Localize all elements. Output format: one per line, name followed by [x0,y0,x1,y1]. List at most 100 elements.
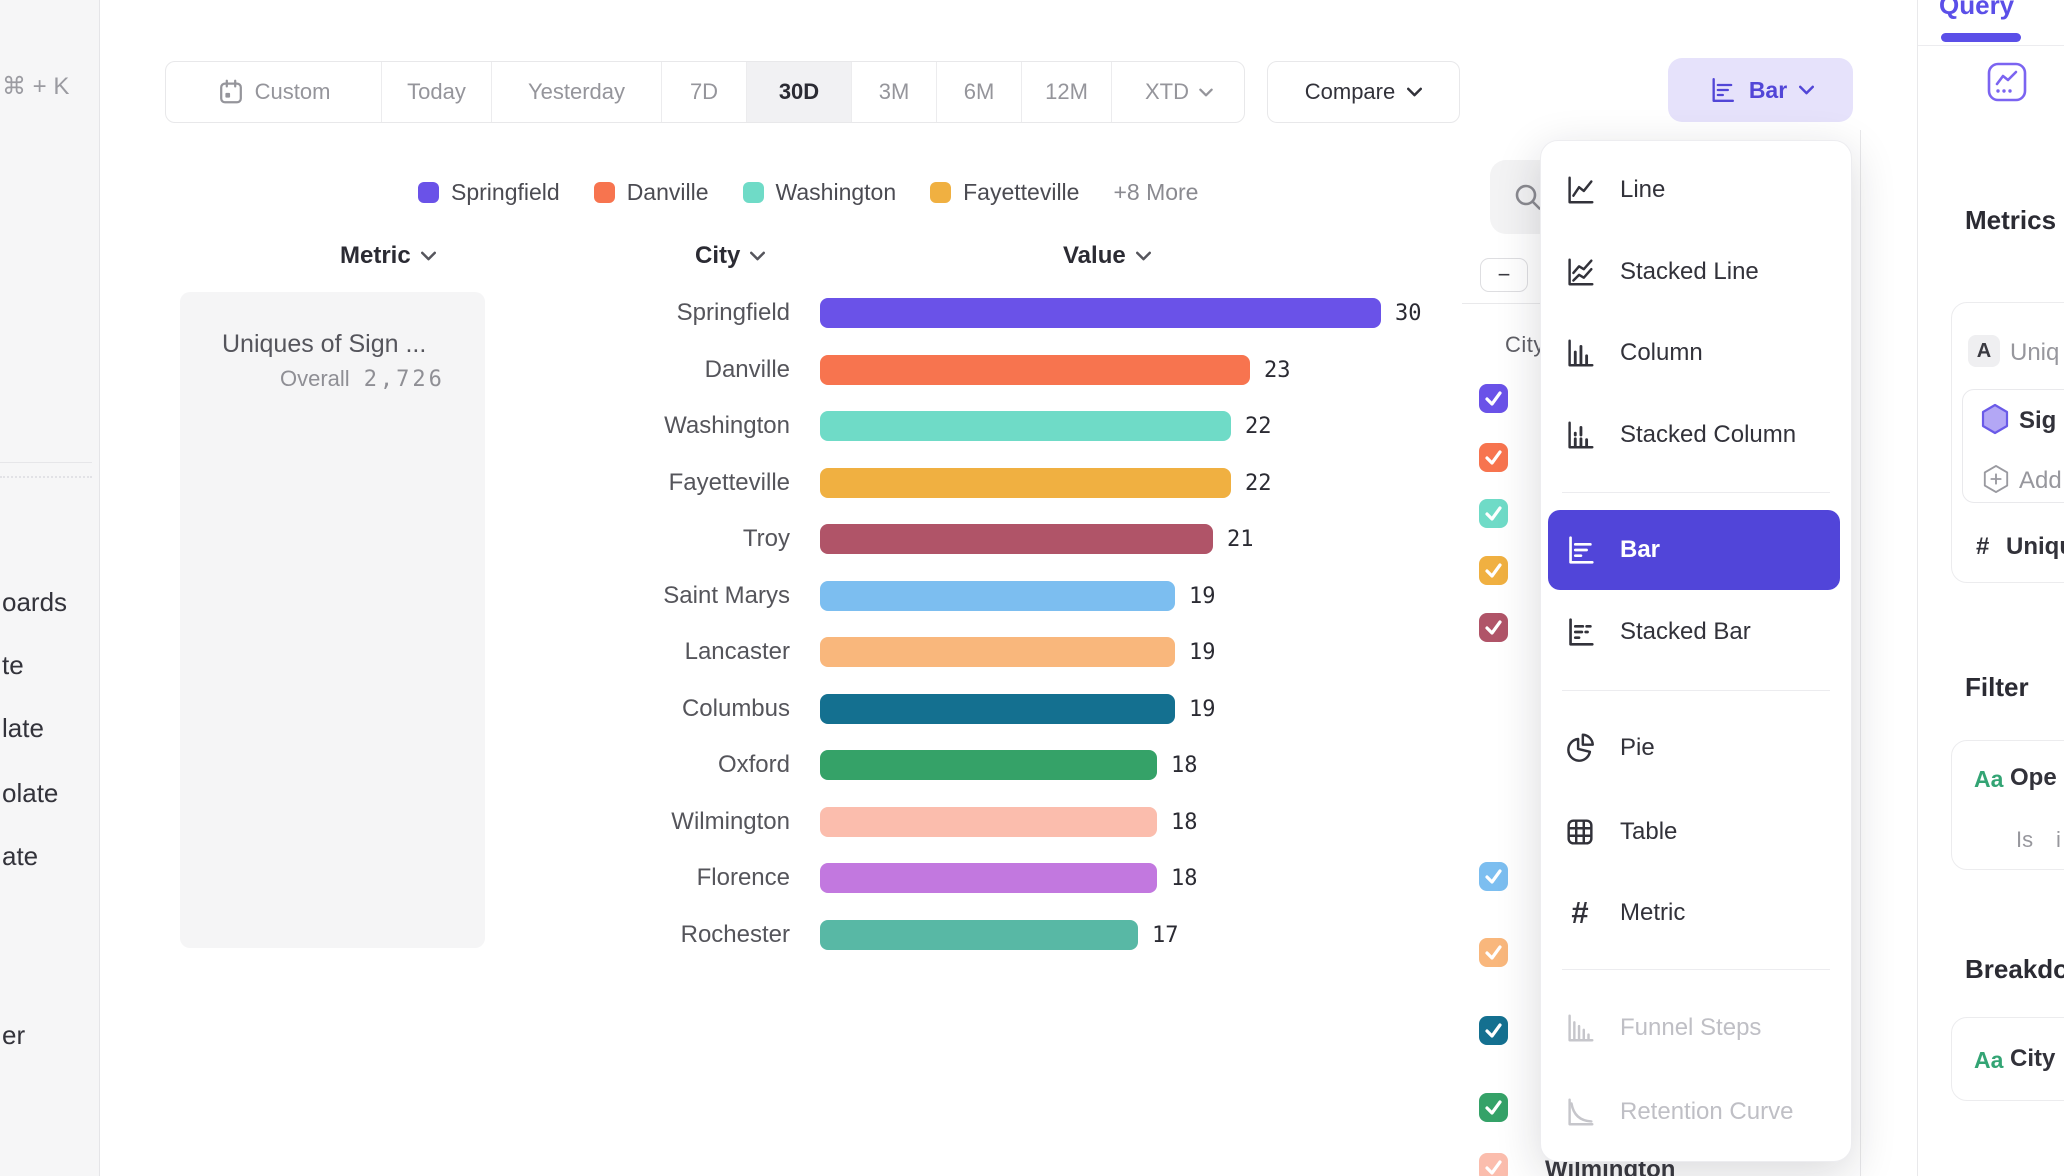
range-6m[interactable]: 6M [936,62,1021,122]
bar-row: Springfield 30 [676,298,1422,328]
chevron-down-icon [1135,251,1151,261]
aggregation-label[interactable]: Uniqu [2006,533,2064,560]
collapse-button[interactable]: − [1480,258,1528,292]
range-xtd[interactable]: XTD [1111,62,1244,122]
bar-chart-icon [1562,532,1598,568]
bar-troy[interactable] [820,524,1213,554]
city-checkbox[interactable] [1479,938,1508,967]
filter-value-label: i [2056,827,2061,852]
column-header-value[interactable]: Value [1063,242,1151,270]
query-sidebar: Query Metrics A Uniq Sig Add [1917,0,2064,1176]
menu-item-line[interactable]: Line [1548,162,1840,218]
menu-item-stacked-column[interactable]: Stacked Column [1548,407,1840,463]
menu-item-retention-curve: Retention Curve [1548,1084,1840,1140]
filter-card[interactable]: Aa Ope Is i [1951,740,2064,870]
city-checkbox[interactable] [1479,1016,1508,1045]
breakdown-card[interactable]: Aa City [1951,1017,2064,1101]
legend-item[interactable]: Danville [593,179,709,206]
line-chart-icon [1562,172,1598,208]
bar-columbus[interactable] [820,693,1175,724]
range-7d[interactable]: 7D [661,62,746,122]
bar-row: Rochester 17 [680,919,1179,950]
menu-item-column[interactable]: Column [1548,325,1840,381]
menu-item-table[interactable]: Table [1548,804,1840,860]
city-checkbox[interactable] [1479,613,1508,642]
bar-row: Saint Marys 19 [663,580,1216,611]
column-chart-icon [1562,335,1598,371]
tab-active-underline [1941,33,2021,42]
bar-washington[interactable] [820,411,1231,441]
menu-item-metric[interactable]: # Metric [1548,885,1840,941]
filter-panel-edge [1860,130,1861,1176]
legend-item[interactable]: Fayetteville [930,179,1079,206]
sidebar-item-5[interactable]: er [2,1020,26,1050]
column-header-city[interactable]: City [695,242,766,270]
city-checkbox[interactable] [1479,499,1508,528]
add-event-label[interactable]: Add [2019,467,2062,494]
legend-item[interactable]: Washington [742,179,896,206]
sidebar-item-4[interactable]: ate [2,841,39,871]
metric-card[interactable]: Uniques of Sign ... Overall 2,726 [180,292,485,948]
stacked-column-chart-icon [1562,417,1598,453]
bar-springfield[interactable] [820,298,1381,328]
add-event-hexagon-icon [1982,464,2010,494]
city-checkbox[interactable] [1479,443,1508,472]
city-checkbox[interactable] [1479,1153,1508,1176]
command-k-shortcut: ⌘ + K [2,73,70,100]
bar-row: Wilmington 18 [671,806,1198,837]
event-card[interactable]: Sig Add [1962,389,2064,503]
metrics-card[interactable]: A Uniq Sig Add # Uniqu [1951,302,2064,583]
bar-wilmington[interactable] [820,806,1157,837]
bar-rochester[interactable] [820,919,1138,950]
range-12m[interactable]: 12M [1021,62,1111,122]
menu-item-stacked-bar[interactable]: Stacked Bar [1548,604,1840,660]
range-today[interactable]: Today [381,62,491,122]
legend-more-button[interactable]: +8 More [1113,178,1199,205]
insights-chart-icon[interactable] [1987,62,2027,102]
city-checkbox[interactable] [1479,384,1508,413]
legend-swatch [593,181,615,203]
range-3m[interactable]: 3M [851,62,936,122]
funnel-steps-icon [1562,1010,1598,1046]
range-custom-label: Custom [254,79,331,104]
menu-item-pie[interactable]: Pie [1548,720,1840,776]
bar-row: Troy 21 [742,524,1254,554]
search-icon [1513,182,1543,212]
range-30d-selected[interactable]: 30D [746,62,851,122]
bar-row: Fayetteville 22 [668,467,1272,498]
sidebar-header-divider [1918,45,2064,46]
filter-operator-label[interactable]: Is [2016,827,2034,852]
city-checkbox[interactable] [1479,1093,1508,1122]
breakdown-heading: Breakdo [1965,954,2064,984]
menu-item-bar-selected[interactable]: Bar [1548,510,1840,590]
compare-button[interactable]: Compare [1267,61,1460,123]
bar-florence[interactable] [820,863,1157,893]
legend-swatch [930,181,952,203]
city-checkbox[interactable] [1479,556,1508,585]
city-checkbox[interactable] [1479,862,1508,891]
legend-swatch [418,181,439,203]
range-yesterday[interactable]: Yesterday [491,62,661,122]
string-type-icon: Aa [1974,1047,2004,1073]
chevron-down-icon [750,251,766,261]
sidebar-item-3[interactable]: olate [2,778,59,808]
column-header-metric[interactable]: Metric [340,242,436,270]
sidebar-item-1[interactable]: te [2,650,24,680]
chart-type-button[interactable]: Bar [1668,58,1853,122]
event-hexagon-icon [1980,403,2010,435]
tab-query[interactable]: Query [1939,0,2015,20]
bar-danville[interactable] [820,354,1250,385]
metric-overall: Overall 2,726 [280,366,445,392]
metric-title: Uniques of Sign ... [222,330,427,358]
menu-item-stacked-line[interactable]: Stacked Line [1548,244,1840,300]
menu-divider [1562,690,1830,691]
range-custom[interactable]: Custom [166,62,381,122]
bar-saint-marys[interactable] [820,580,1175,611]
bar-fayetteville[interactable] [820,467,1231,498]
bar-oxford[interactable] [820,750,1157,780]
filter-divider [1462,303,1554,304]
bar-lancaster[interactable] [820,637,1175,667]
legend-item[interactable]: Springfield [418,179,560,206]
sidebar-item-2[interactable]: late [2,713,44,743]
sidebar-item-boards[interactable]: oards [2,587,68,617]
